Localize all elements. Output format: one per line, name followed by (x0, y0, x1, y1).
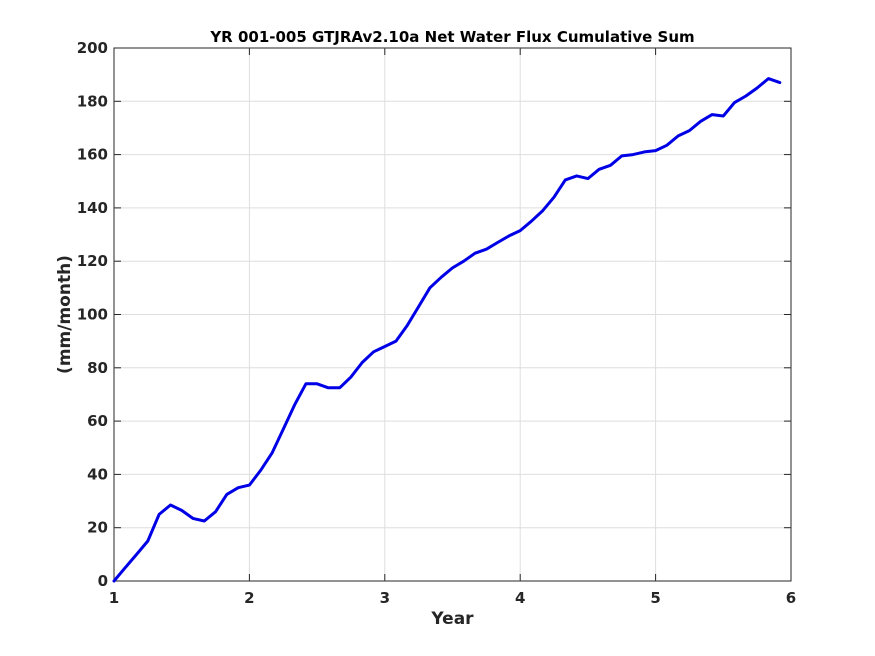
x-tick-label: 4 (515, 589, 525, 607)
y-tick-label: 100 (77, 306, 108, 324)
y-tick-label: 200 (77, 39, 108, 57)
x-axis-label: Year (430, 609, 474, 629)
grid (114, 48, 791, 581)
x-tick-label: 5 (650, 589, 660, 607)
series-line (112, 77, 782, 583)
y-tick-label: 60 (87, 412, 108, 430)
series-group (112, 77, 782, 583)
x-tick-label: 2 (244, 589, 254, 607)
x-tick-label: 6 (786, 589, 796, 607)
x-tick-label: 3 (380, 589, 390, 607)
y-tick-label: 20 (87, 519, 108, 537)
y-tick-label: 160 (77, 146, 108, 164)
y-tick-label: 40 (87, 465, 108, 483)
y-tick-label: 80 (87, 359, 108, 377)
y-tick-label: 180 (77, 92, 108, 110)
y-tick-label: 0 (98, 572, 108, 590)
y-tick-label: 140 (77, 199, 108, 217)
y-axis-label: (mm/month) (55, 255, 75, 374)
x-tick-label: 1 (109, 589, 119, 607)
chart-title: YR 001-005 GTJRAv2.10a Net Water Flux Cu… (209, 28, 694, 46)
y-tick-label: 120 (77, 252, 108, 270)
